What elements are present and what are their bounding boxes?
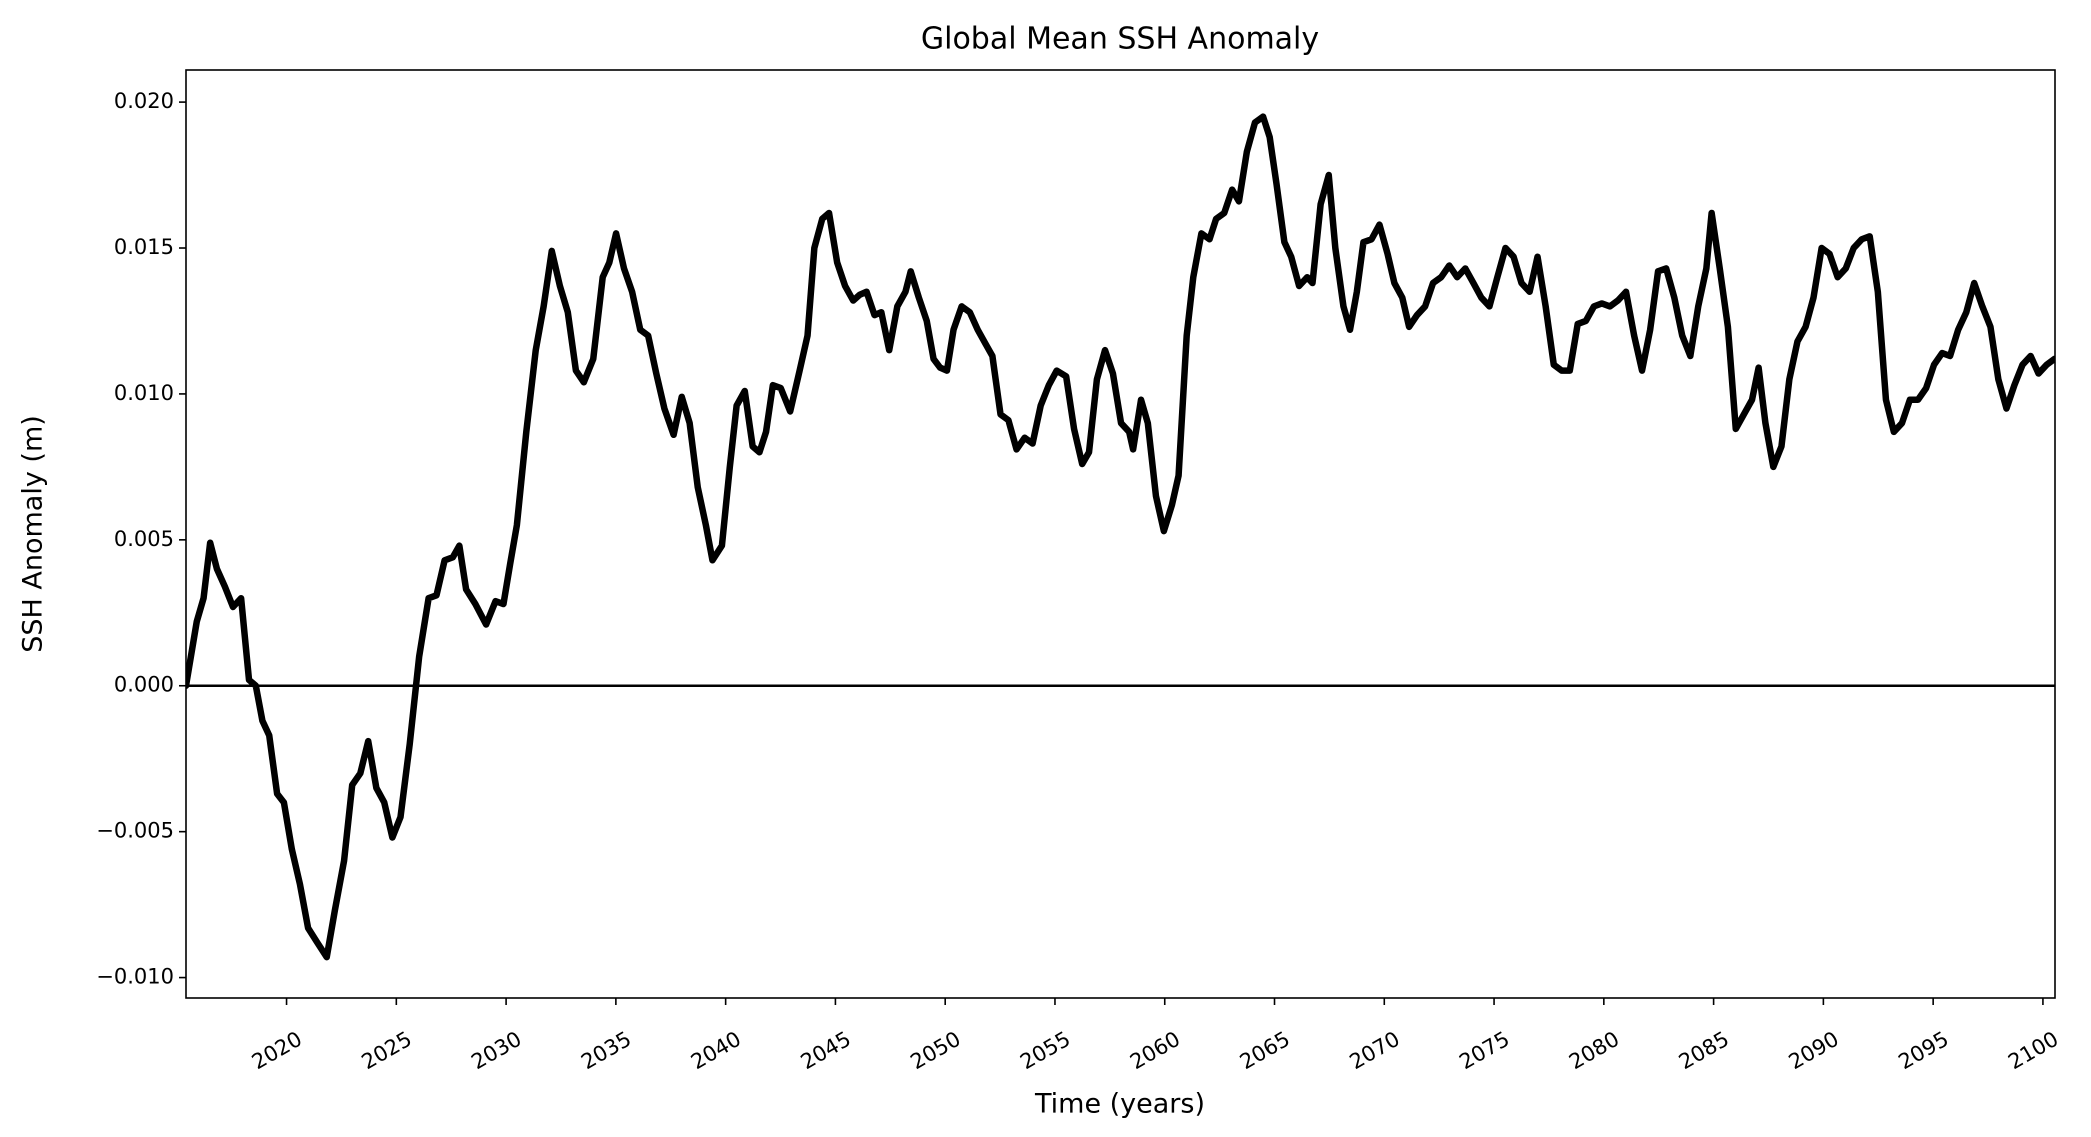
y-axis-label: SSH Anomaly (m) [18,415,49,653]
x-tick-label: 2055 [1016,1027,1074,1075]
data-line [186,113,2055,961]
x-tick-label: 2020 [248,1027,306,1075]
x-tick-label: 2080 [1565,1027,1623,1075]
y-tick-label: 0.015 [114,235,174,259]
chart-title: Global Mean SSH Anomaly [921,22,1319,57]
x-tick-label: 2095 [1894,1027,1952,1075]
x-tick-label: 2085 [1675,1027,1733,1075]
x-tick-label: 2035 [577,1027,635,1075]
x-tick-label: 2060 [1126,1027,1184,1075]
y-tick-label: 0.000 [114,673,174,697]
axes: −0.010 −0.005 0.000 0.005 0.010 0.015 0.020 202… [96,89,2062,1074]
y-tick-label: 0.020 [114,89,174,113]
y-tick-label: −0.005 [96,819,174,843]
plot-frame [185,69,2056,999]
x-tick-label: 2025 [358,1027,416,1075]
x-tick-label: 2045 [797,1027,855,1075]
x-tick-label: 2040 [687,1027,745,1075]
x-tick-label: 2075 [1455,1027,1513,1075]
x-tick-label: 2100 [2004,1027,2062,1075]
x-tick-label: 2065 [1236,1027,1294,1075]
y-tick-label: −0.010 [96,965,174,989]
y-tick-label: 0.005 [114,527,174,551]
x-tick-label: 2090 [1785,1027,1843,1075]
y-tick-label: 0.010 [114,381,174,405]
x-tick-label: 2030 [467,1027,525,1075]
x-axis-label: Time (years) [1034,1089,1205,1120]
x-tick-label: 2070 [1345,1027,1403,1075]
x-tick-label: 2050 [906,1027,964,1075]
plot-area [186,113,2055,961]
